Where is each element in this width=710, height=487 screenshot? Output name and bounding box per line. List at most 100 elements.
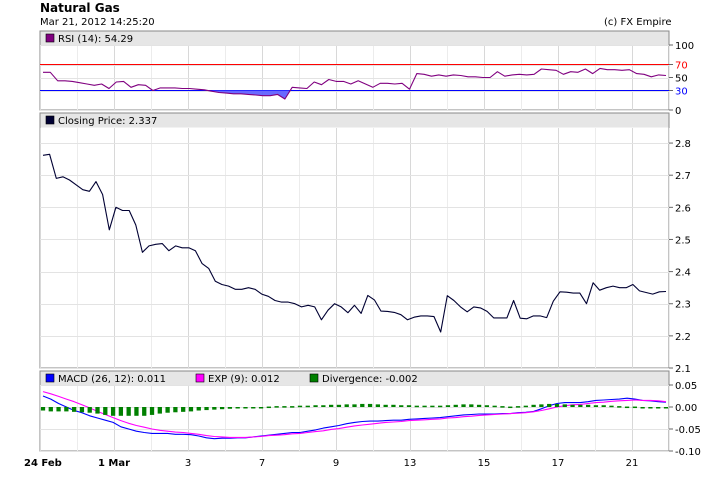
macd-divergence-bar — [453, 404, 458, 407]
macd-divergence-bar — [515, 406, 521, 408]
macd-divergence-bar — [640, 407, 645, 409]
price-ytick-label-3: 2.4 — [675, 268, 691, 279]
x-axis-label-1: 1 Mar — [98, 458, 130, 469]
macd-series-line-1 — [42, 391, 667, 438]
x-axis-label-6: 15 — [478, 458, 491, 469]
macd-divergence-bar — [375, 404, 381, 407]
macd-divergence-bar — [383, 404, 388, 407]
price-ytick-label-6: 2.7 — [675, 171, 691, 182]
macd-divergence-bar — [484, 405, 490, 407]
macd-divergence-bar — [601, 405, 606, 407]
macd-divergence-bar — [461, 404, 466, 407]
timestamp: Mar 21, 2012 14:25:20 — [40, 17, 155, 28]
macd-divergence-bar — [87, 407, 92, 413]
credit: (c) FX Empire — [604, 17, 672, 28]
macd-divergence-bar — [663, 407, 669, 409]
macd-divergence-bar — [142, 407, 147, 416]
price-ytick-label-1: 2.2 — [675, 332, 691, 343]
macd-legend-label-0: MACD (26, 12): 0.011 — [58, 374, 166, 385]
macd-divergence-bar — [632, 406, 637, 409]
macd-ytick-label-0: -0.10 — [675, 447, 701, 458]
macd-divergence-bar — [648, 407, 653, 409]
price-series-line-0 — [42, 153, 667, 333]
macd-divergence-bar — [103, 407, 108, 415]
macd-divergence-bar — [445, 405, 451, 407]
macd-divergence-bar — [336, 404, 342, 407]
macd-divergence-bar — [547, 403, 552, 407]
price-ytick-label-4: 2.5 — [675, 235, 691, 246]
rsi-ytick-label-1: 30 — [675, 87, 688, 98]
x-axis-label-2: 3 — [185, 458, 191, 469]
macd-divergence-bar — [624, 406, 630, 409]
price-ytick-label-5: 2.6 — [675, 203, 691, 214]
rsi-series-line-0 — [43, 67, 667, 100]
price-ytick-label-0: 2.1 — [675, 364, 691, 375]
price-panel-frame — [39, 112, 670, 369]
price-ytick-label-7: 2.8 — [675, 139, 691, 150]
macd-divergence-bar — [585, 404, 591, 407]
macd-divergence-bar — [212, 407, 217, 410]
macd-ytick-label-3: 0.05 — [675, 381, 697, 392]
macd-divergence-bar — [476, 404, 482, 407]
macd-legend-label-2: Divergence: -0.002 — [322, 374, 418, 385]
macd-divergence-bar — [578, 404, 583, 407]
macd-divergence-bar — [492, 405, 497, 408]
macd-series-line-0 — [42, 395, 667, 440]
macd-divergence-bar — [570, 404, 575, 407]
price-legend-label-0: Closing Price: 2.337 — [58, 116, 157, 127]
macd-divergence-bar — [321, 405, 326, 407]
macd-divergence-bar — [258, 407, 264, 409]
macd-divergence-bar — [243, 407, 248, 409]
macd-ytick-label-1: -0.05 — [675, 425, 701, 436]
macd-divergence-bar — [165, 407, 170, 413]
macd-divergence-bar — [95, 407, 100, 414]
macd-divergence-bar — [227, 407, 233, 409]
x-axis-label-8: 21 — [626, 458, 639, 469]
macd-divergence-bar — [360, 403, 365, 407]
macd-divergence-bar — [196, 407, 201, 411]
macd-divergence-bar — [235, 407, 240, 409]
macd-divergence-bar — [188, 407, 194, 412]
macd-divergence-bar — [531, 404, 536, 407]
macd-divergence-bar — [406, 405, 412, 407]
rsi-legend-bar — [40, 31, 669, 46]
macd-divergence-bar — [40, 407, 46, 411]
macd-divergence-bar — [56, 407, 61, 412]
macd-divergence-bar — [204, 407, 209, 411]
price-ytick-label-2: 2.3 — [675, 300, 691, 311]
macd-divergence-bar — [313, 405, 318, 407]
macd-legend-label-1: EXP (9): 0.012 — [208, 374, 280, 385]
macd-divergence-bar — [110, 407, 116, 416]
macd-divergence-bar — [656, 407, 661, 409]
macd-divergence-bar — [539, 404, 544, 407]
macd-divergence-bar — [305, 405, 310, 408]
macd-divergence-bar — [181, 407, 186, 412]
macd-divergence-bar — [134, 407, 139, 416]
macd-divergence-bar — [508, 406, 513, 409]
x-axis-label-0: 24 Feb — [24, 458, 62, 469]
macd-divergence-bar — [430, 405, 435, 408]
macd-divergence-bar — [173, 407, 178, 413]
rsi-ytick-label-0: 0 — [675, 106, 681, 117]
macd-divergence-bar — [290, 406, 295, 408]
rsi-ytick-label-3: 70 — [675, 61, 688, 72]
price-legend-swatch-0 — [45, 115, 55, 125]
macd-legend-swatch-2 — [309, 373, 319, 383]
price-legend-bar — [40, 113, 669, 128]
macd-divergence-bar — [352, 404, 357, 407]
macd-divergence-bar — [118, 407, 124, 416]
macd-divergence-bar — [438, 405, 443, 408]
macd-divergence-bar — [593, 405, 599, 407]
rsi-ytick-label-2: 50 — [675, 74, 688, 85]
macd-divergence-bar — [282, 406, 287, 408]
macd-divergence-bar — [391, 404, 396, 407]
rsi-legend-label-0: RSI (14): 54.29 — [58, 34, 133, 45]
macd-divergence-bar — [414, 405, 419, 408]
rsi-oversold-fill-0 — [207, 90, 291, 99]
rsi-ytick-label-4: 100 — [675, 41, 694, 52]
x-axis-label-3: 7 — [259, 458, 265, 469]
macd-divergence-bar — [64, 407, 69, 412]
x-axis-label-5: 13 — [404, 458, 417, 469]
chart-title: Natural Gas — [40, 1, 120, 15]
